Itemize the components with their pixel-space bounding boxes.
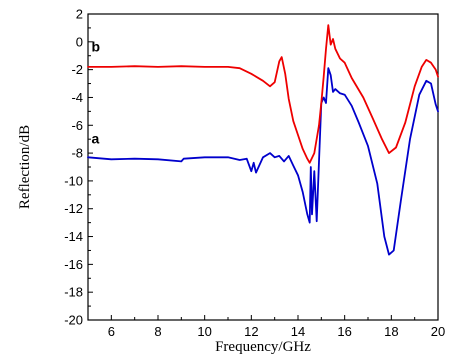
x-tick-label: 14: [291, 324, 305, 339]
series-lines: [87, 24, 439, 256]
y-tick-label: -20: [64, 313, 83, 328]
y-tick-label: -6: [71, 118, 83, 133]
series-line-a: [87, 67, 439, 256]
axis-tick-labels: 6 8 10 12 14 16 18 2020-2-4-6-8-10-12-14-16-18-…: [64, 7, 445, 340]
x-tick-label: 6: [108, 324, 115, 339]
series-line-b: [87, 24, 439, 164]
y-tick-label: -16: [64, 257, 83, 272]
x-tick-label: 20: [431, 324, 445, 339]
y-tick-label: -10: [64, 173, 83, 188]
y-axis-label: Reflection/dB: [17, 125, 33, 209]
plot-frame: [87, 13, 439, 321]
x-tick-label: 8: [154, 324, 161, 339]
x-tick-label: 18: [384, 324, 398, 339]
axis-ticks: [87, 13, 439, 321]
y-tick-label: -4: [71, 90, 83, 105]
y-tick-label: 2: [76, 7, 83, 22]
y-tick-label: -8: [71, 146, 83, 161]
x-tick-label: 12: [244, 324, 258, 339]
x-axis-label: Frequency/GHz: [215, 339, 311, 354]
series-label-b: b: [92, 39, 101, 55]
y-tick-label: -18: [64, 285, 83, 300]
y-tick-label: -2: [71, 62, 83, 77]
x-tick-label: 10: [197, 324, 211, 339]
series-label-a: a: [92, 130, 100, 146]
y-tick-label: -12: [64, 201, 83, 216]
y-tick-label: -14: [64, 229, 83, 244]
x-tick-label: 16: [337, 324, 351, 339]
series-annotations: ba: [92, 39, 101, 147]
y-tick-label: 0: [76, 34, 83, 49]
